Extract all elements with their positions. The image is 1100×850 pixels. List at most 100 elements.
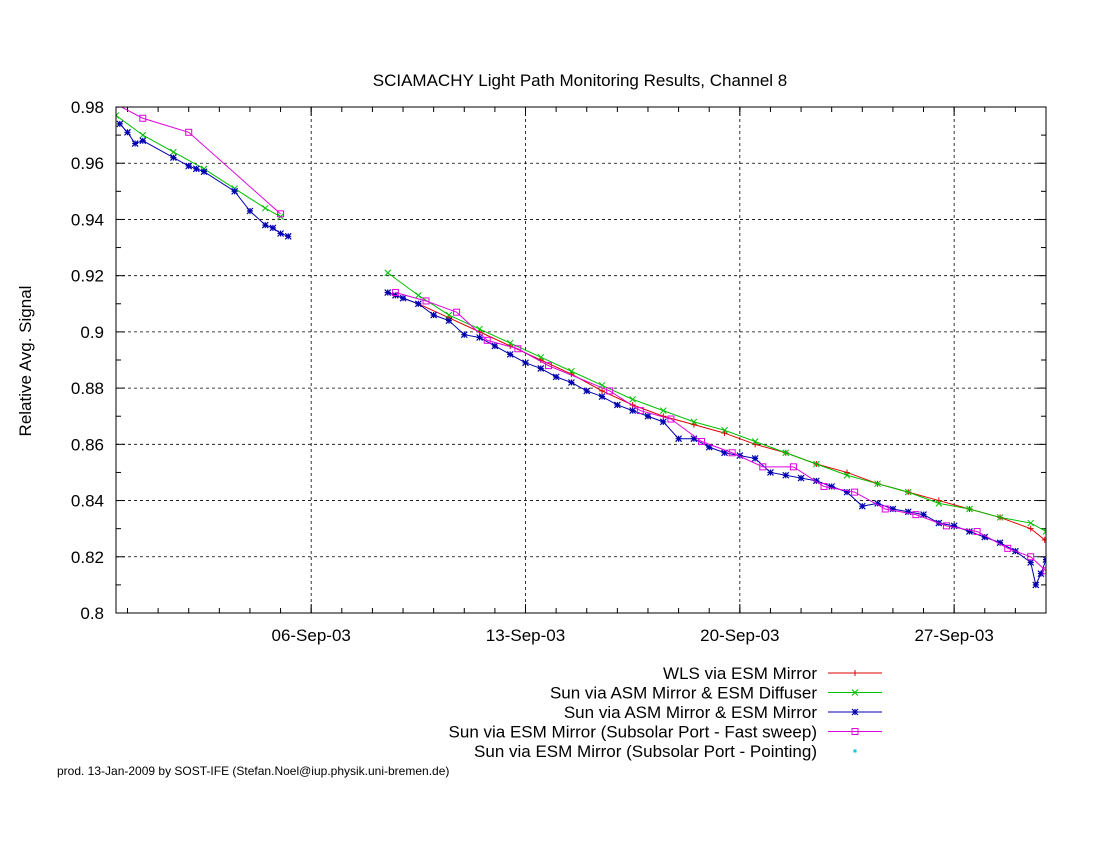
grid [116, 107, 1046, 613]
data-point [185, 128, 193, 136]
data-point [820, 483, 828, 490]
y-tick-label: 0.8 [80, 604, 104, 623]
data-point [384, 269, 392, 277]
series-line [120, 107, 281, 215]
data-point [721, 430, 728, 437]
data-point [506, 339, 514, 347]
data-point [981, 533, 989, 541]
y-tick-label: 0.88 [71, 379, 104, 398]
data-point [721, 449, 728, 457]
data-point [767, 469, 774, 476]
data-point [192, 165, 200, 173]
legend-marker [851, 728, 859, 735]
data-point [629, 407, 637, 415]
x-tick-label: 13-Sep-03 [486, 626, 565, 645]
data-point [514, 345, 522, 353]
data-point [391, 289, 399, 297]
data-point [116, 112, 120, 119]
series-line [387, 292, 1046, 541]
data-point [384, 289, 392, 296]
data-point [613, 401, 621, 409]
data-point [544, 362, 552, 370]
data-point [131, 140, 139, 147]
data-point [606, 387, 614, 395]
data-point [935, 500, 943, 507]
legend-label: Sun via ASM Mirror & ESM Mirror [564, 703, 817, 722]
data-point [843, 488, 851, 496]
data-point [1027, 558, 1035, 566]
data-point [277, 210, 285, 218]
data-point [583, 387, 591, 395]
data-point [430, 311, 438, 319]
data-point [568, 367, 575, 375]
data-point [1032, 581, 1040, 589]
data-point [399, 294, 407, 302]
data-point [246, 207, 254, 215]
y-tick-label: 0.82 [71, 548, 104, 567]
data-point [483, 336, 491, 344]
data-point [782, 471, 790, 479]
data-point [935, 497, 942, 504]
series-line [395, 292, 1046, 572]
data-point [476, 334, 484, 341]
data-point [139, 114, 147, 122]
data-point [598, 393, 606, 400]
legend-label: Sun via ESM Mirror (Subsolar Port - Fast… [449, 723, 817, 742]
data-point [973, 527, 981, 535]
data-point [636, 407, 644, 415]
data-point [797, 474, 805, 482]
series-line [387, 292, 1046, 587]
legend-label: WLS via ESM Mirror [663, 664, 817, 683]
y-tick-label: 0.94 [71, 210, 104, 229]
series-3 [116, 120, 1046, 589]
data-point [1027, 525, 1034, 532]
data-point [690, 421, 697, 428]
data-point [445, 317, 453, 325]
legend-label: Sun via ASM Mirror & ESM Diffuser [550, 684, 817, 703]
data-point [261, 204, 269, 212]
data-point [1027, 519, 1035, 527]
legend-label: Sun via ESM Mirror (Subsolar Port - Poin… [474, 742, 817, 761]
data-point [721, 426, 728, 434]
data-point [552, 373, 560, 381]
data-point [996, 539, 1004, 547]
data-point [453, 308, 461, 316]
data-point [966, 505, 973, 513]
data-point [506, 350, 514, 358]
data-point [170, 148, 177, 156]
data-point [690, 418, 698, 426]
data-point [728, 449, 736, 457]
data-point [912, 511, 920, 519]
data-point [782, 449, 790, 457]
data-point [698, 438, 706, 446]
y-tick-label: 0.86 [71, 435, 104, 454]
x-tick-label: 06-Sep-03 [271, 626, 350, 645]
data-point [139, 137, 147, 145]
data-point [942, 522, 950, 530]
data-point [751, 454, 759, 462]
data-point [629, 396, 637, 403]
data-point [736, 452, 744, 460]
plot-series [116, 107, 1046, 589]
y-tick-label: 0.9 [80, 323, 104, 342]
data-point [414, 300, 422, 308]
data-point [950, 522, 958, 530]
data-point [996, 514, 1004, 521]
y-axis-label: Relative Avg. Signal [16, 286, 35, 437]
data-point [414, 291, 422, 299]
data-point [1042, 528, 1046, 535]
data-point [828, 483, 836, 490]
data-point [813, 460, 820, 468]
data-point [522, 359, 529, 367]
data-point [139, 131, 147, 139]
data-point [881, 505, 889, 513]
y-tick-label: 0.98 [71, 98, 104, 117]
legend-marker [853, 749, 857, 753]
data-point [231, 187, 239, 195]
data-point [675, 435, 683, 443]
data-point [124, 128, 131, 136]
data-point [1027, 553, 1035, 561]
data-point [889, 505, 897, 513]
data-point [422, 297, 430, 305]
